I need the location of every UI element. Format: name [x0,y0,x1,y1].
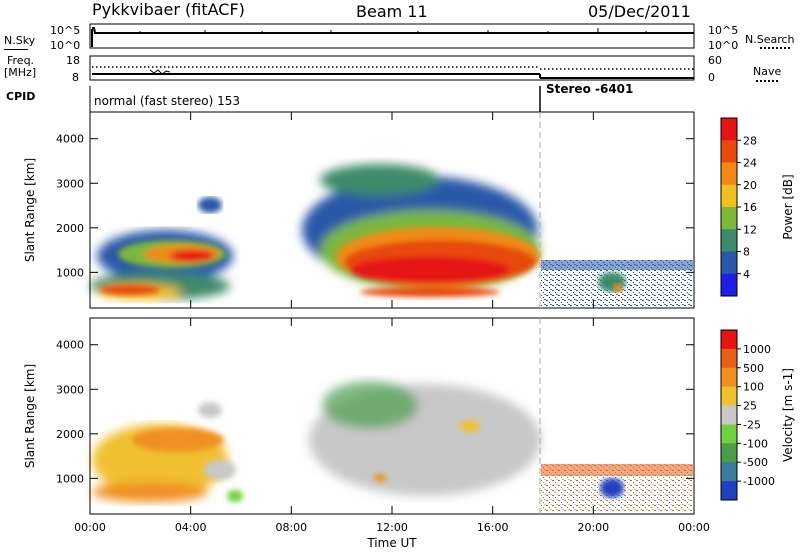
y-tick-label: 2000 [56,428,84,441]
cpid-mode-normal: normal (fast stereo) 153 [94,94,241,108]
y-axis-label: Slant Range [km] [23,158,37,262]
power-panel [89,111,695,309]
colorbar-swatch [721,118,737,141]
colorbar-label: Velocity [m s-1] [781,368,795,462]
y-tick-label: 3000 [56,177,84,190]
colorbar-swatch [721,462,737,482]
nsky-panel [89,23,695,49]
axes-layer: 1000 2000 3000 4000 Slant Range [km] 1000 2000… [23,112,710,550]
colorbar-tick-label: 8 [743,246,750,259]
colorbar-tick-label: 16 [743,201,757,214]
colorbar-tick-label: -500 [743,456,768,469]
colorbar-tick-label: 12 [743,223,757,236]
nsky-legend-line [4,49,28,50]
y-tick-label: 4000 [56,133,84,146]
colorbar-swatch [721,348,737,369]
colorbar-tick-label: -25 [743,418,761,431]
colorbar-swatch [721,443,737,463]
colorbar-swatch [721,229,737,252]
freq-label: Freq. [7,54,35,67]
freq-tick-top: 18 [66,54,80,67]
colorbar-frame [720,329,738,501]
x-tick-label: 08:00 [275,521,307,534]
colorbar-swatch [721,251,737,275]
nsky-label: N.Sky [4,34,36,47]
date-title: 05/Dec/2011 [588,2,691,21]
freq-tick-bottom: 8 [72,71,79,84]
y-tick-label: 1000 [56,472,84,485]
x-tick-label: 00:00 [74,521,106,534]
freq-panel [89,55,695,81]
colorbar-swatch [721,140,737,163]
colorbar-tick-label: -100 [743,437,768,450]
y-tick-label: 4000 [56,339,84,352]
y-axis-label: Slant Range [km] [23,364,37,468]
colorbar-tick-label: 4 [743,268,750,281]
y-tick-label: 1000 [56,266,84,279]
colorbar-swatch [721,386,737,407]
nsearch-label: N.Search [745,33,795,46]
nsearch-tick-top: 10^5 [708,24,739,37]
colorbar-swatch [721,367,737,388]
nsearch-tick-bottom: 10^0 [708,39,739,52]
cpid-label: CPID [6,90,36,103]
colorbar-layer: 4 8 12 16 20 24 28 Power [dB] 1000 500 100 25 -25 -10… [720,117,795,501]
nsky-tick-top: 10^5 [50,24,81,37]
colorbar-tick-label: 28 [743,134,757,147]
freq-unit-label: [MHz] [4,66,37,79]
nave-tick-bottom: 0 [708,71,715,84]
colorbar-tick-label: 1000 [743,343,771,356]
colorbar-swatch [721,273,737,297]
colorbar-swatch [721,162,737,186]
colorbar-label: Power [dB] [781,174,795,239]
nave-tick-top: 60 [708,54,722,67]
cpid-mode-stereo: Stereo -6401 [546,82,634,96]
colorbar-swatch [721,405,737,425]
colorbar-tick-label: -1000 [743,475,775,488]
velocity-panel [89,317,695,515]
colorbar-tick-label: 25 [743,400,757,413]
colorbar-tick-label: 500 [743,362,764,375]
station-title: Pykkvibaer (fitACF) [92,0,245,19]
colorbar-swatch [721,424,737,444]
colorbar-swatch [721,330,737,350]
colorbar-swatch [721,481,737,501]
colorbar-tick-label: 20 [743,179,757,192]
nave-label: Nave [753,65,782,78]
x-tick-label: 16:00 [477,521,509,534]
colorbar-swatch [721,207,737,230]
y-tick-label: 3000 [56,383,84,396]
nsearch-legend-line [760,47,790,49]
beam-title: Beam 11 [356,2,428,21]
colorbar-swatch [721,184,737,208]
y-tick-label: 2000 [56,222,84,235]
x-axis-label: Time UT [366,536,417,550]
colorbar-tick-label: 100 [743,381,764,394]
x-tick-label: 04:00 [175,521,207,534]
x-tick-label: 12:00 [376,521,408,534]
colorbar-tick-label: 24 [743,157,757,170]
nsky-tick-bottom: 10^0 [50,39,81,52]
x-tick-label: 00:00 [678,521,710,534]
cpid-panel [89,86,541,112]
nave-legend-line [756,80,778,82]
x-tick-label: 20:00 [577,521,609,534]
